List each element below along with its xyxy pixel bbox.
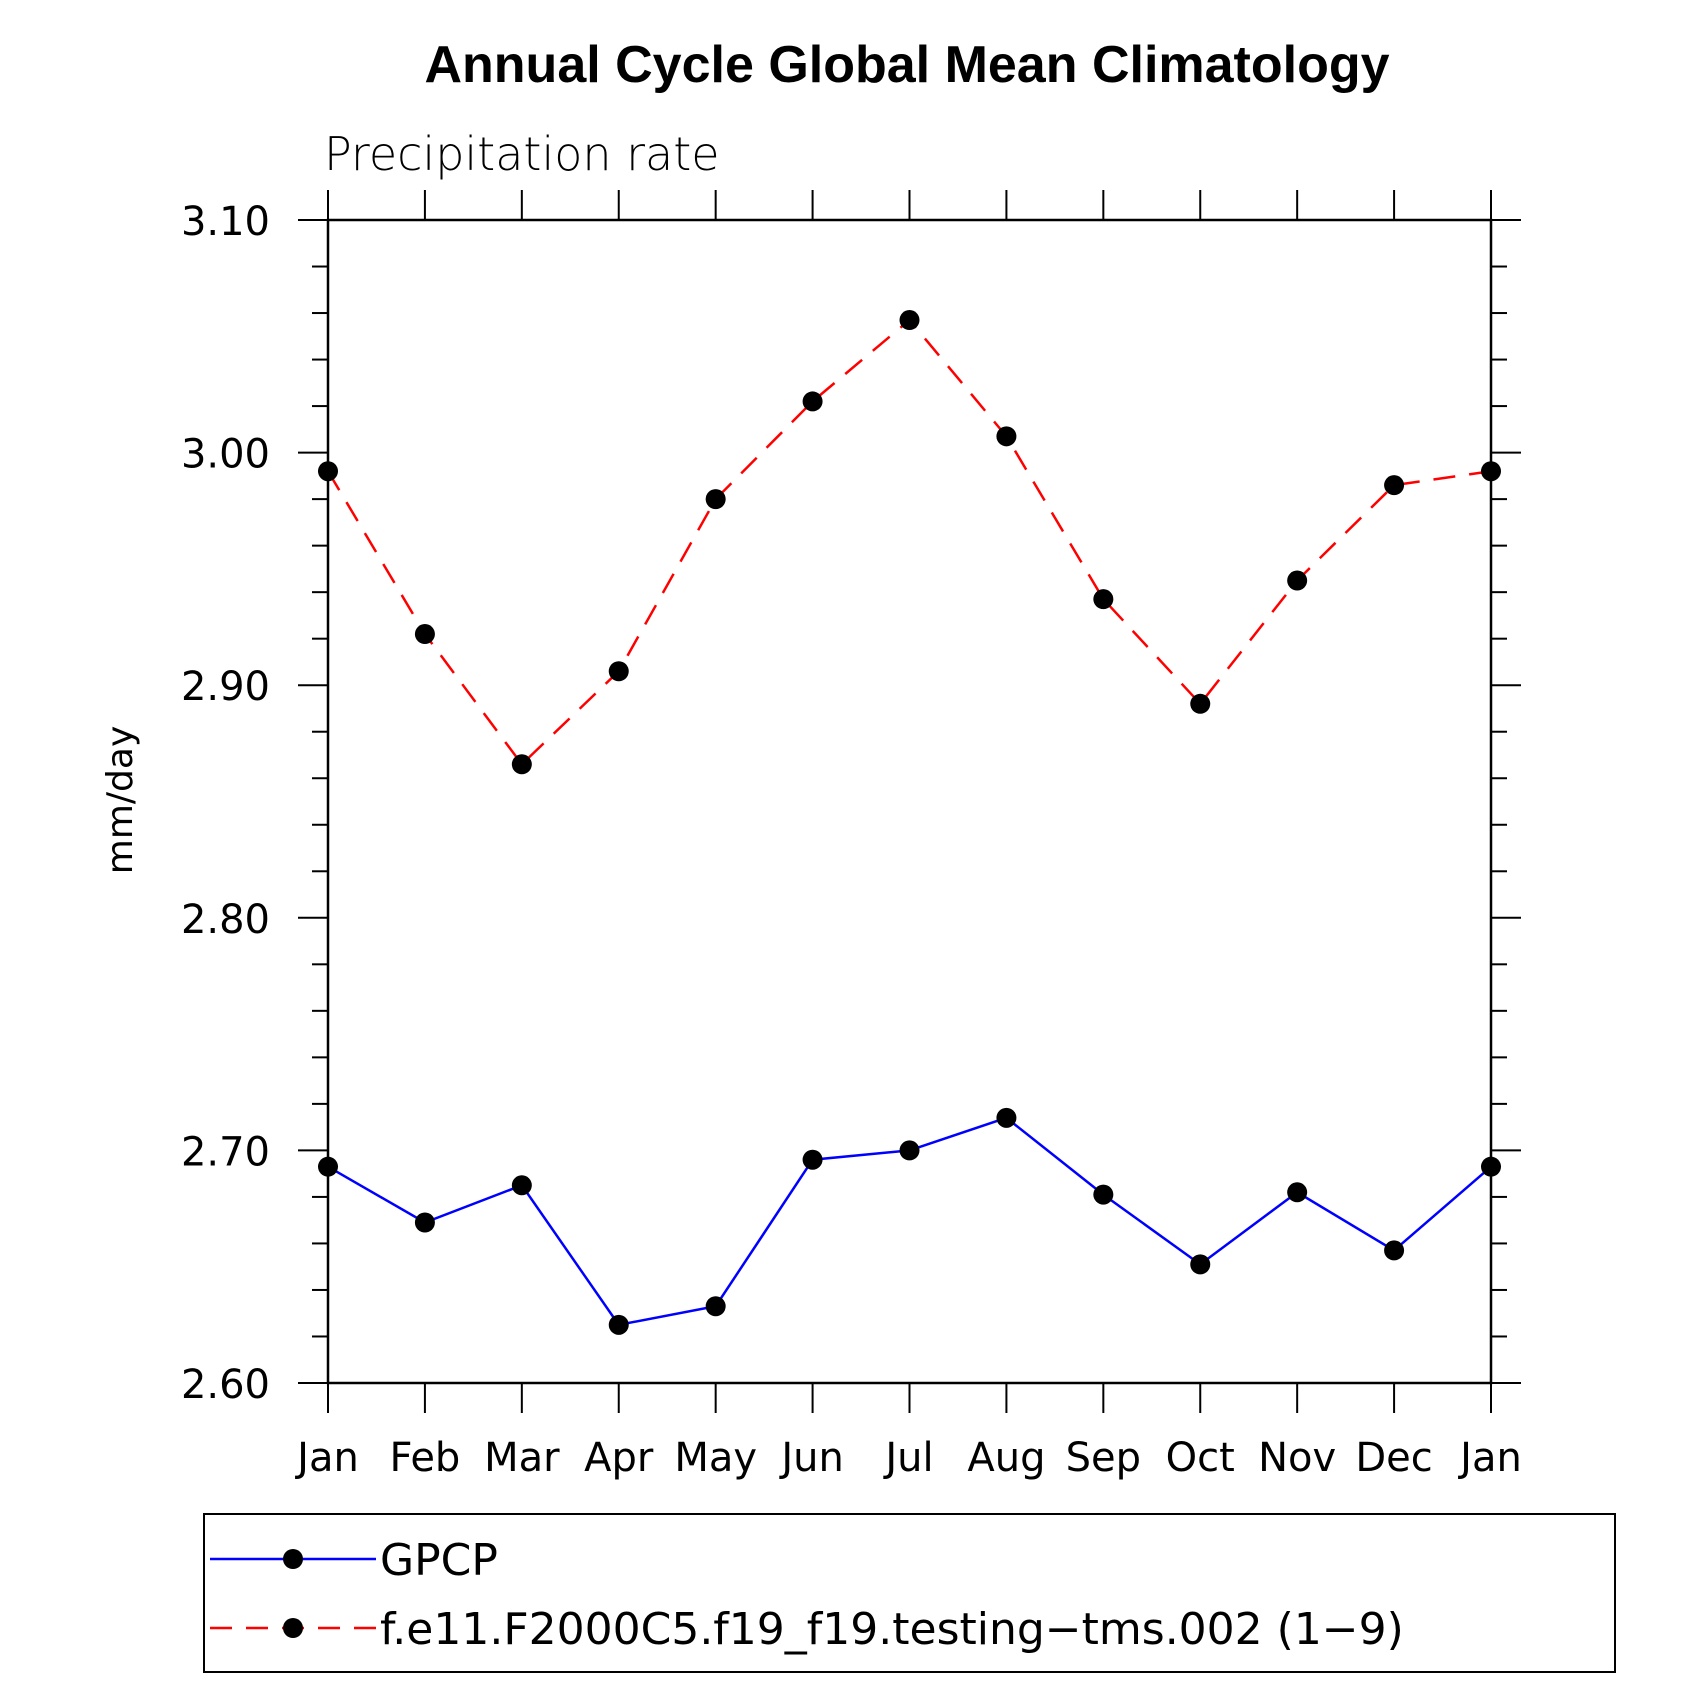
data-point [1481,1156,1501,1177]
x-tick-label: Jun [778,1435,844,1481]
data-point [1384,1240,1405,1261]
x-tick-label: May [674,1435,757,1481]
data-point [608,661,629,682]
data-point [1287,570,1308,591]
data-point [608,1314,629,1335]
data-point [802,391,823,412]
y-tick-label: 3.00 [181,432,270,478]
legend: GPCP f.e11.F2000C5.f19_f19.testing−tms.0… [203,1513,1616,1673]
data-point [1287,1182,1308,1203]
data-point [899,1140,920,1161]
y-tick-label: 2.80 [181,897,270,943]
legend-label-model: f.e11.F2000C5.f19_f19.testing−tms.002 (1… [380,1604,1404,1655]
legend-label-gpcp: GPCP [380,1535,498,1586]
data-point [1093,589,1114,610]
data-point [899,310,920,331]
x-tick-label: Feb [390,1435,461,1481]
x-tick-label: Jan [294,1435,359,1481]
x-tick-label: Dec [1355,1435,1432,1481]
data-point [1384,475,1405,496]
legend-marker-model [283,1618,303,1638]
data-point [1481,461,1501,482]
data-point [996,426,1017,447]
x-tick-label: Oct [1166,1435,1235,1481]
x-tick-label: Jul [882,1435,933,1481]
data-point [414,1212,435,1233]
y-axis-label: mm/day [100,726,141,874]
x-tick-label: Aug [967,1435,1045,1481]
x-tick-label: Mar [484,1435,560,1481]
data-point [802,1149,823,1170]
data-point [318,461,338,482]
y-tick-label: 2.90 [181,664,270,710]
data-point [705,489,726,510]
y-tick-label: 2.70 [181,1129,270,1175]
y-tick-label: 3.10 [181,199,270,245]
data-point [996,1107,1017,1128]
data-point [1190,693,1211,714]
data-point [511,1175,532,1196]
axes: 2.60 2.70 2.80 2.90 3.00 3.10 Jan Feb Mar Apr May J… [181,190,1522,1481]
x-tick-label: Apr [584,1435,654,1481]
x-tick-label: Nov [1258,1435,1336,1481]
series-layer [318,310,1501,1335]
chart-subtitle: Precipitation rate [324,127,720,181]
legend-marker-gpcp [283,1549,303,1569]
legend-box [203,1513,1616,1673]
data-point [705,1296,726,1317]
data-point [1190,1254,1211,1275]
x-tick-label: Sep [1066,1435,1141,1481]
y-tick-label: 2.60 [181,1362,270,1408]
data-point [414,624,435,645]
data-point [318,1156,338,1177]
x-tick-label: Jan [1457,1435,1522,1481]
data-point [511,754,532,775]
plot-frame [326,218,1493,1385]
chart-title: Annual Cycle Global Mean Climatology [424,36,1389,94]
series-line-1 [326,318,1492,767]
data-point [1093,1184,1114,1205]
